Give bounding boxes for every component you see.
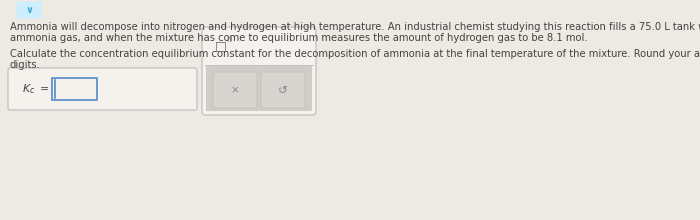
FancyBboxPatch shape [202, 27, 316, 115]
FancyBboxPatch shape [206, 66, 312, 111]
Text: ×: × [230, 85, 239, 95]
Text: ↺: ↺ [278, 84, 288, 97]
Text: ∨: ∨ [25, 5, 33, 15]
Text: ammonia gas, and when the mixture has come to equilibrium measures the amount of: ammonia gas, and when the mixture has co… [10, 33, 587, 43]
Text: =: = [40, 84, 50, 94]
FancyBboxPatch shape [17, 2, 41, 18]
Text: □: □ [215, 39, 227, 52]
Text: Ammonia will decompose into nitrogen and hydrogen at high temperature. An indust: Ammonia will decompose into nitrogen and… [10, 22, 700, 32]
Text: Calculate the concentration equilibrium constant for the decomposition of ammoni: Calculate the concentration equilibrium … [10, 49, 700, 59]
Text: n: n [226, 35, 231, 44]
FancyBboxPatch shape [8, 68, 197, 110]
FancyBboxPatch shape [261, 72, 305, 108]
Text: $K_c$: $K_c$ [22, 82, 36, 96]
FancyBboxPatch shape [213, 72, 257, 108]
Text: digits.: digits. [10, 60, 41, 70]
FancyBboxPatch shape [52, 78, 97, 100]
